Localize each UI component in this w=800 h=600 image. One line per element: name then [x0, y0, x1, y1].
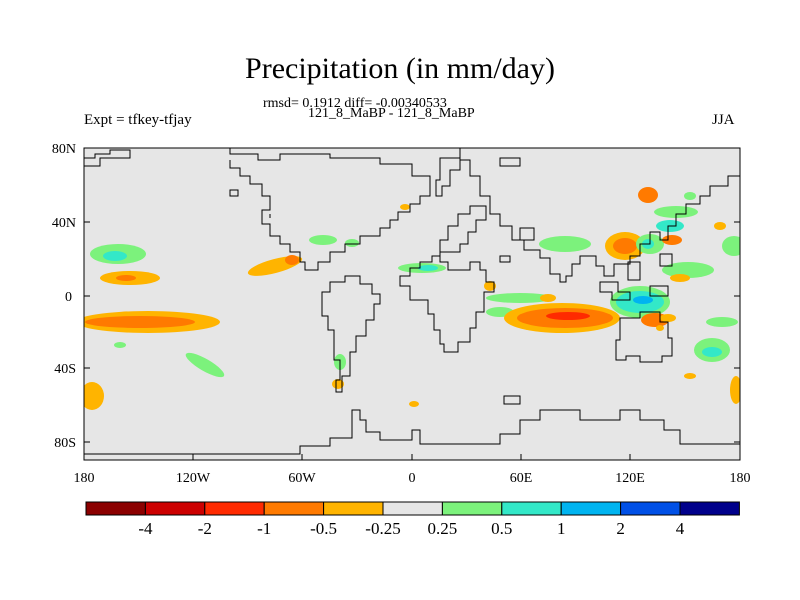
- anomaly-positive: [662, 262, 714, 278]
- anomaly-negative: [613, 238, 637, 254]
- anomaly-negative: [638, 187, 658, 203]
- coastline: [599, 281, 631, 301]
- colorbar-label: 0.5: [491, 519, 512, 538]
- coastline: [649, 285, 669, 297]
- anomaly-positive: [103, 251, 127, 261]
- colorbar-label: -1: [257, 519, 271, 538]
- colorbar-label: -4: [138, 519, 153, 538]
- x-tick-label: 120W: [176, 471, 211, 486]
- anomaly-negative: [85, 316, 195, 328]
- coastline: [229, 189, 239, 197]
- colorbar-swatch: [85, 501, 146, 516]
- colorbar-swatch: [144, 501, 206, 516]
- anomaly-negative: [84, 382, 104, 410]
- y-tick-label: 80S: [54, 436, 76, 451]
- anomaly-positive: [486, 293, 554, 303]
- x-tick-label: 180: [74, 471, 95, 486]
- coastline: [459, 148, 740, 283]
- anomaly-negative: [484, 281, 496, 291]
- colorbar-swatch: [679, 501, 740, 516]
- coastline: [499, 157, 521, 167]
- coastline: [659, 253, 673, 267]
- anomaly-positive: [114, 342, 126, 348]
- colorbar-label: -0.5: [310, 519, 337, 538]
- anomaly-negative: [332, 379, 344, 389]
- y-tick-label: 80N: [52, 142, 76, 157]
- coastline-layer: [84, 148, 740, 455]
- anomaly-negative: [662, 235, 682, 245]
- colorbar-swatch: [204, 501, 265, 516]
- x-tick-label: 60W: [288, 471, 316, 486]
- colorbar-swatch: [382, 501, 443, 516]
- colorbar-swatch: [263, 501, 325, 516]
- coastline: [84, 149, 131, 167]
- colorbar-label: 1: [557, 519, 566, 538]
- anomaly-negative: [409, 401, 419, 407]
- coastline: [321, 275, 381, 393]
- anomaly-negative: [730, 376, 740, 404]
- coastline: [229, 148, 431, 271]
- anomaly-negative: [714, 222, 726, 230]
- colorbar-swatch: [620, 501, 681, 516]
- anomaly-negative: [656, 325, 664, 331]
- y-tick-label: 40N: [52, 216, 76, 231]
- anomaly-negative: [660, 314, 676, 322]
- anomaly-negative: [684, 373, 696, 379]
- anomaly-positive: [345, 239, 359, 247]
- coastline: [435, 157, 461, 197]
- anomaly-negative: [116, 275, 136, 281]
- x-tick-label: 0: [409, 471, 416, 486]
- anomaly-negative: [540, 294, 556, 302]
- x-axis-labels: 180 120W 60W 0 60E 120E 180: [74, 471, 751, 486]
- anomaly-positive: [684, 192, 696, 200]
- axis-ticks: [83, 147, 741, 460]
- colorbar-label: 4: [676, 519, 685, 538]
- anomaly-positive: [185, 352, 225, 378]
- y-axis-labels: 80N 40N 0 40S 80S: [52, 142, 76, 451]
- colorbar-swatch: [323, 501, 384, 516]
- colorbar-swatch: [501, 501, 562, 516]
- plot-title: Precipitation (in mm/day): [245, 52, 555, 85]
- coastline: [615, 311, 673, 363]
- anomaly-positive: [706, 317, 738, 327]
- colorbar-label: -2: [198, 519, 212, 538]
- anomaly-positive: [418, 265, 438, 271]
- period-label: 121_8_MaBP - 121_8_MaBP: [308, 106, 475, 121]
- coastline: [519, 227, 535, 241]
- anomaly-negative: [400, 204, 410, 210]
- colorbar: [85, 501, 740, 516]
- y-tick-label: 40S: [54, 362, 76, 377]
- coastline: [399, 205, 495, 353]
- experiment-label: Expt = tfkey-tfjay: [84, 112, 192, 128]
- anomaly-positive: [633, 296, 653, 304]
- x-tick-label: 120E: [615, 471, 645, 486]
- colorbar-label: 0.25: [428, 519, 458, 538]
- colorbar-labels: -4 -2 -1 -0.5 -0.25 0.25 0.5 1 2 4: [138, 519, 684, 538]
- anomaly-negative: [546, 312, 590, 320]
- precip-anomaly-layer: [84, 187, 740, 410]
- colorbar-label: 2: [616, 519, 625, 538]
- x-tick-label: 60E: [510, 471, 533, 486]
- colorbar-label: -0.25: [365, 519, 400, 538]
- anomaly-negative: [670, 274, 690, 282]
- season-label: JJA: [712, 112, 735, 128]
- coastline: [499, 255, 511, 263]
- anomaly-positive: [722, 236, 740, 256]
- anomaly-positive: [654, 206, 698, 218]
- plot-subtitle: rmsd= 0.1912 diff= -0.00340533: [263, 96, 447, 111]
- anomaly-positive: [539, 236, 591, 252]
- colorbar-swatch: [560, 501, 622, 516]
- anomaly-negative: [285, 255, 299, 265]
- coastline: [627, 261, 641, 281]
- x-tick-label: 180: [730, 471, 751, 486]
- anomaly-positive: [702, 347, 722, 357]
- colorbar-swatch: [441, 501, 503, 516]
- anomaly-positive: [309, 235, 337, 245]
- coastline: [84, 409, 740, 455]
- y-tick-label: 0: [65, 290, 72, 305]
- coastline: [503, 395, 521, 405]
